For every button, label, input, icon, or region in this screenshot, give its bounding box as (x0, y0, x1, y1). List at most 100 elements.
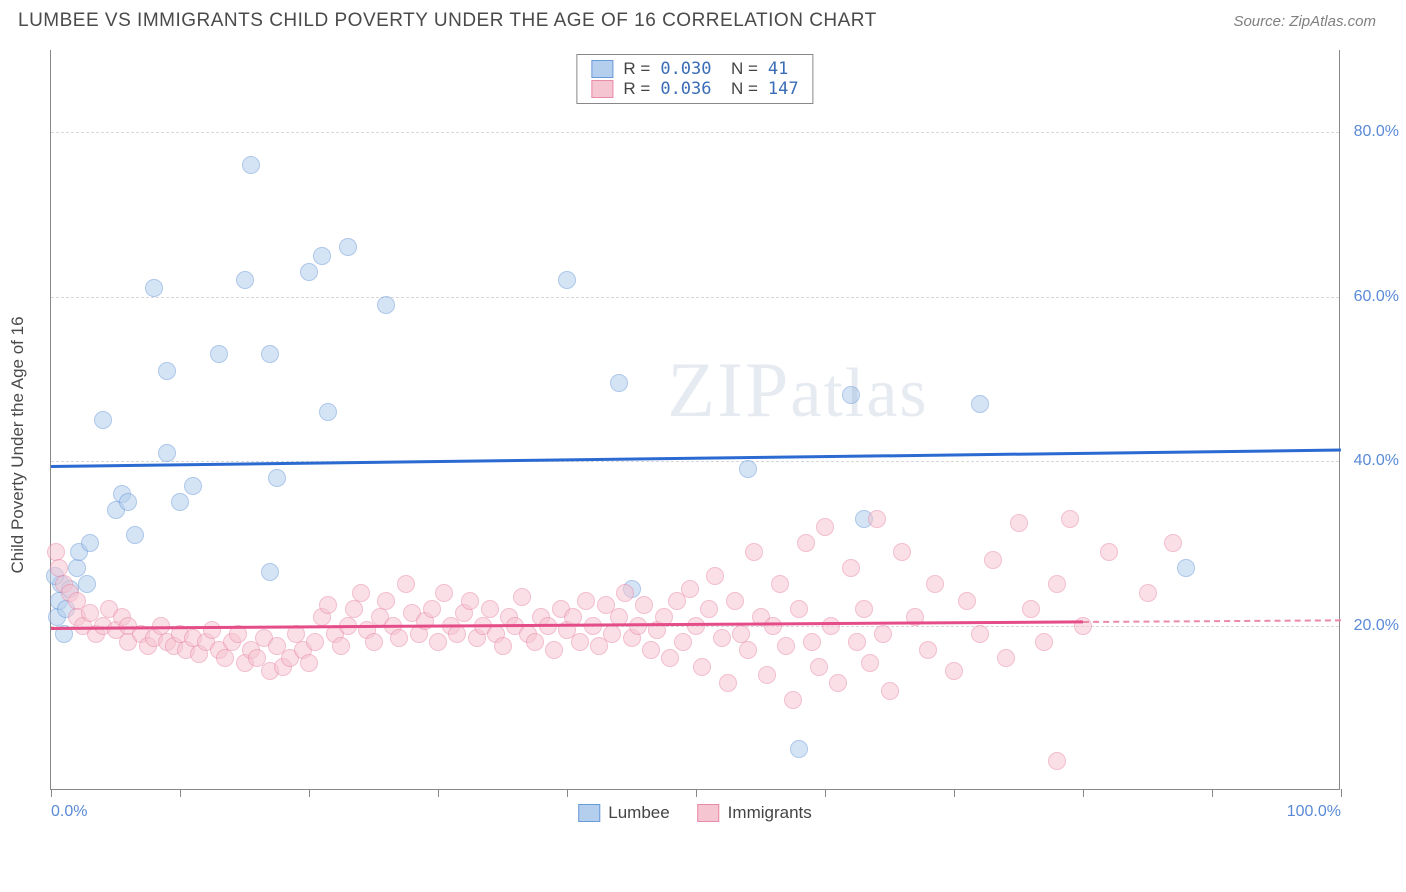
data-point (1035, 633, 1053, 651)
stats-row-lumbee: R = 0.030 N = 41 (591, 59, 798, 79)
data-point (126, 526, 144, 544)
x-tick (438, 789, 439, 797)
data-point (494, 637, 512, 655)
swatch-immigrants (591, 80, 613, 98)
data-point (784, 691, 802, 709)
data-point (945, 662, 963, 680)
x-tick (1212, 789, 1213, 797)
data-point (339, 238, 357, 256)
data-point (745, 543, 763, 561)
data-point (94, 411, 112, 429)
y-tick-label: 40.0% (1354, 452, 1399, 470)
data-point (758, 666, 776, 684)
data-point (919, 641, 937, 659)
data-point (145, 279, 163, 297)
data-point (81, 534, 99, 552)
data-point (971, 625, 989, 643)
data-point (719, 674, 737, 692)
data-point (700, 600, 718, 618)
legend-item-lumbee: Lumbee (578, 803, 669, 823)
data-point (984, 551, 1002, 569)
data-point (345, 600, 363, 618)
data-point (616, 584, 634, 602)
data-point (448, 625, 466, 643)
y-tick-label: 20.0% (1354, 617, 1399, 635)
data-point (842, 386, 860, 404)
data-point (1061, 510, 1079, 528)
data-point (332, 637, 350, 655)
data-point (1022, 600, 1040, 618)
trend-line-dashed (1083, 619, 1341, 623)
data-point (958, 592, 976, 610)
data-point (216, 649, 234, 667)
plot-region: ZIPatlas R = 0.030 N = 41 R = 0.036 N = … (50, 50, 1340, 790)
y-tick-label: 80.0% (1354, 123, 1399, 141)
data-point (313, 247, 331, 265)
data-point (855, 600, 873, 618)
x-tick (1083, 789, 1084, 797)
data-point (848, 633, 866, 651)
swatch-lumbee (591, 60, 613, 78)
data-point (790, 740, 808, 758)
data-point (210, 345, 228, 363)
data-point (893, 543, 911, 561)
data-point (790, 600, 808, 618)
data-point (829, 674, 847, 692)
data-point (739, 641, 757, 659)
x-tick (309, 789, 310, 797)
data-point (1074, 617, 1092, 635)
data-point (661, 649, 679, 667)
gridline (51, 297, 1339, 298)
data-point (377, 592, 395, 610)
legend-item-immigrants: Immigrants (698, 803, 812, 823)
data-point (203, 621, 221, 639)
x-tick (1341, 789, 1342, 797)
data-point (268, 469, 286, 487)
stats-row-immigrants: R = 0.036 N = 147 (591, 79, 798, 99)
data-point (797, 534, 815, 552)
data-point (461, 592, 479, 610)
data-point (868, 510, 886, 528)
data-point (739, 460, 757, 478)
data-point (558, 271, 576, 289)
data-point (78, 575, 96, 593)
data-point (435, 584, 453, 602)
data-point (1048, 575, 1066, 593)
data-point (1177, 559, 1195, 577)
data-point (881, 682, 899, 700)
data-point (642, 641, 660, 659)
data-point (319, 403, 337, 421)
data-point (1100, 543, 1118, 561)
data-point (674, 633, 692, 651)
data-point (526, 633, 544, 651)
y-tick-label: 60.0% (1354, 288, 1399, 306)
data-point (842, 559, 860, 577)
data-point (726, 592, 744, 610)
x-tick (696, 789, 697, 797)
data-point (158, 362, 176, 380)
data-point (732, 625, 750, 643)
x-tick (567, 789, 568, 797)
data-point (397, 575, 415, 593)
data-point (771, 575, 789, 593)
data-point (300, 654, 318, 672)
data-point (810, 658, 828, 676)
x-tick (825, 789, 826, 797)
data-point (777, 637, 795, 655)
data-point (693, 658, 711, 676)
data-point (47, 543, 65, 561)
data-point (513, 588, 531, 606)
chart-source: Source: ZipAtlas.com (1233, 13, 1376, 30)
stats-legend: R = 0.030 N = 41 R = 0.036 N = 147 (576, 54, 813, 104)
data-point (1164, 534, 1182, 552)
data-point (184, 477, 202, 495)
data-point (803, 633, 821, 651)
data-point (1139, 584, 1157, 602)
data-point (236, 271, 254, 289)
legend-swatch-immigrants (698, 804, 720, 822)
watermark: ZIPatlas (667, 345, 928, 435)
data-point (822, 617, 840, 635)
x-tick-label: 100.0% (1287, 803, 1341, 821)
data-point (352, 584, 370, 602)
data-point (764, 617, 782, 635)
